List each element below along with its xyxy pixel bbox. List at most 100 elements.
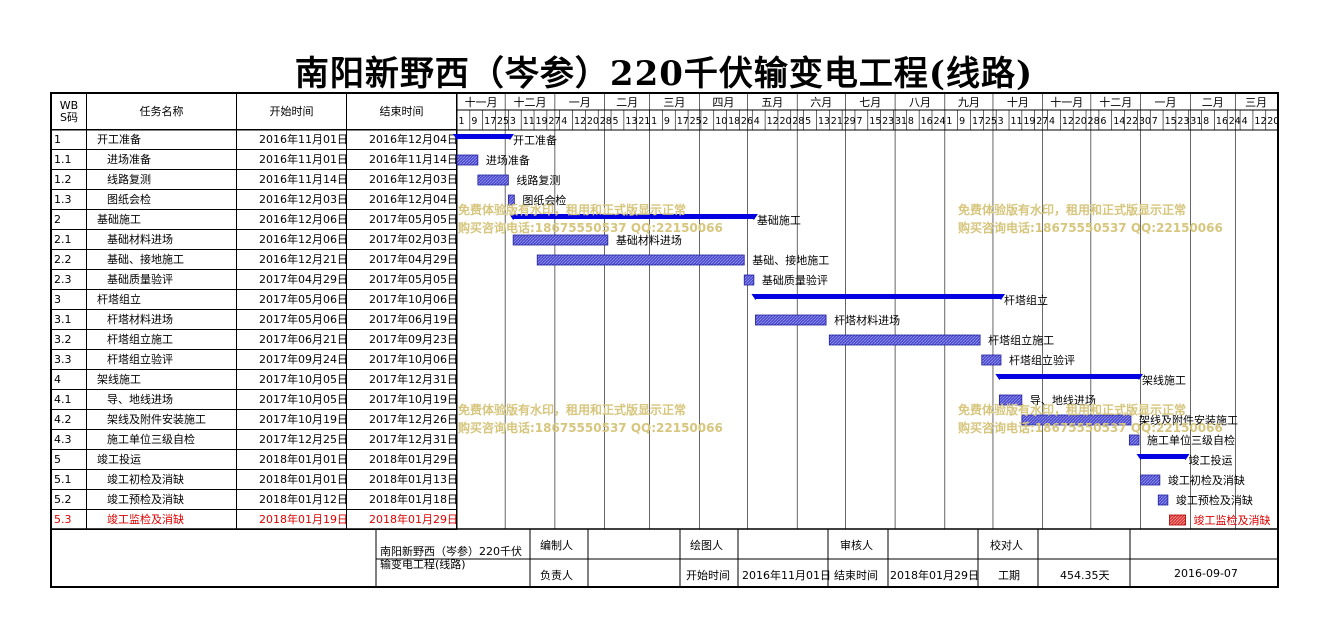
task-name-cell: 基础施工	[87, 210, 237, 230]
page-title: 南阳新野西（岑参）220千伏输变电工程(线路)	[294, 54, 1034, 94]
task-bar	[1140, 474, 1161, 486]
day-label: 20	[1075, 116, 1087, 127]
footer-end-value: 2018年01月29日	[890, 569, 979, 582]
task-name-cell: 杆塔组立验评	[87, 350, 237, 370]
day-label: 2	[702, 116, 708, 127]
footer-project-name: 南阳新野西（岑参）220千伏输变电工程(线路)	[380, 545, 522, 571]
task-name-cell: 导、地线进场	[87, 390, 237, 410]
day-label: 10	[715, 116, 727, 127]
day-label: 24	[933, 116, 945, 127]
task-bar	[507, 194, 515, 206]
day-label: 4	[1242, 116, 1248, 127]
day-label: 1	[651, 116, 657, 127]
gantt-frame	[50, 92, 1279, 588]
day-label: 30	[1139, 116, 1151, 127]
task-start-cell: 2018年01月12日	[237, 490, 347, 510]
day-label: 25	[985, 116, 997, 127]
bar-label: 图纸会检	[522, 193, 566, 207]
task-name-cell: 基础质量验评	[87, 270, 237, 290]
task-bar	[743, 274, 755, 286]
task-start-cell: 2017年09月24日	[237, 350, 347, 370]
task-start-cell: 2016年12月06日	[237, 210, 347, 230]
task-bar	[1128, 434, 1140, 446]
day-label: 1	[459, 116, 465, 127]
summary-bar	[1140, 454, 1186, 459]
watermark-4: 免费体验版有水印，租用和正式版显示正常 购买咨询电话:18675550537 QQ…	[958, 403, 1223, 435]
summary-bar	[513, 214, 754, 219]
bar-label: 线路复测	[516, 173, 560, 187]
month-label: 一月	[1154, 96, 1176, 109]
bar-label: 竣工预检及消缺	[1176, 493, 1253, 507]
task-name-cell: 线路复测	[87, 170, 237, 190]
task-wbs-cell: 2	[52, 210, 87, 230]
task-name-cell: 竣工初检及消缺	[87, 470, 237, 490]
day-label: 14	[1113, 116, 1125, 127]
day-label: 15	[1165, 116, 1177, 127]
bar-label: 杆塔组立施工	[988, 333, 1054, 347]
task-start-cell: 2018年01月01日	[237, 470, 347, 490]
task-wbs-cell: 2.1	[52, 230, 87, 250]
bar-label: 基础、接地施工	[752, 254, 829, 267]
task-name-cell: 基础、接地施工	[87, 250, 237, 270]
bar-label: 杆塔组立验评	[1009, 353, 1075, 367]
summary-start-marker	[453, 134, 462, 140]
day-label: 19	[1023, 116, 1035, 127]
day-label: 4	[1049, 116, 1055, 127]
day-label: 28	[600, 116, 612, 127]
month-label: 十月	[1007, 95, 1029, 109]
bar-label: 竣工初检及消缺	[1168, 473, 1245, 487]
footer-owner-label: 负责人	[540, 569, 573, 582]
month-label: 十一月	[1050, 95, 1083, 109]
bar-label: 基础质量验评	[762, 273, 828, 287]
day-label: 29	[844, 116, 856, 127]
day-label: 9	[959, 116, 965, 127]
task-name-cell: 杆塔材料进场	[87, 310, 237, 330]
task-start-cell: 2017年04月29日	[237, 270, 347, 290]
footer-end-label: 结束时间	[834, 569, 878, 582]
month-label: 五月	[761, 96, 783, 109]
task-start-cell: 2017年10月05日	[237, 390, 347, 410]
task-bar	[536, 254, 745, 266]
task-start-cell: 2017年06月21日	[237, 330, 347, 350]
bar-label: 基础材料进场	[616, 233, 682, 247]
task-start-cell: 2017年10月19日	[237, 410, 347, 430]
day-label: 31	[1190, 116, 1202, 127]
task-wbs-cell: 5.1	[52, 470, 87, 490]
day-label: 20	[587, 116, 599, 127]
day-label: 28	[792, 116, 804, 127]
task-start-cell: 2016年12月06日	[237, 230, 347, 250]
footer-duration-value: 454.35天	[1060, 569, 1110, 582]
task-start-cell: 2016年11月01日	[237, 130, 347, 150]
day-label: 5	[613, 116, 619, 127]
task-wbs-cell: 2.3	[52, 270, 87, 290]
summary-start-marker	[509, 214, 519, 220]
month-label: 六月	[810, 96, 832, 109]
summary-end-marker	[1180, 454, 1190, 460]
day-label: 8	[1203, 116, 1209, 127]
day-label: 19	[536, 116, 548, 127]
day-label: 23	[1177, 116, 1189, 127]
watermark-1: 免费体验版有水印，租用和正式版显示正常 购买咨询电话:18675550537 QQ…	[458, 203, 723, 235]
day-label: 6	[1100, 116, 1106, 127]
summary-bar	[457, 134, 510, 139]
bar-label: 杆塔材料进场	[834, 313, 900, 327]
summary-start-marker	[995, 374, 1005, 380]
task-bar	[512, 234, 609, 246]
task-name-cell: 图纸会检	[87, 190, 237, 210]
summary-start-marker	[751, 294, 761, 300]
task-bar	[981, 354, 1002, 366]
day-label: 11	[1011, 116, 1023, 127]
task-name-cell: 杆塔组立	[87, 290, 237, 310]
footer-date: 2016-09-07	[1174, 567, 1238, 580]
month-label: 三月	[663, 96, 685, 109]
bar-label: 施工单位三级自检	[1147, 433, 1235, 447]
day-label: 7	[1152, 116, 1158, 127]
bar-label: 杆塔组立	[1004, 293, 1048, 307]
bar-label: 开工准备	[513, 133, 557, 147]
month-label: 八月	[909, 96, 931, 109]
day-label: 5	[805, 116, 811, 127]
task-start-cell: 2018年01月01日	[237, 450, 347, 470]
task-name-cell: 施工单位三级自检	[87, 430, 237, 450]
month-label: 二月	[616, 96, 638, 109]
